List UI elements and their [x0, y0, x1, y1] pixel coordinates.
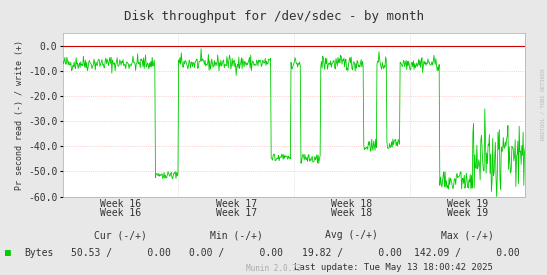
Text: Week 18: Week 18	[331, 208, 373, 218]
Text: 50.53 /      0.00: 50.53 / 0.00	[71, 248, 171, 258]
Text: 0.00 /      0.00: 0.00 / 0.00	[189, 248, 283, 258]
Text: Week 19: Week 19	[447, 208, 488, 218]
Y-axis label: Pr second read (-) / write (+): Pr second read (-) / write (+)	[15, 40, 24, 190]
Text: RRDTOOL / TOBI OETIKER: RRDTOOL / TOBI OETIKER	[541, 69, 546, 140]
Text: Min (-/+): Min (-/+)	[210, 230, 263, 240]
Text: Bytes: Bytes	[25, 248, 54, 258]
Text: Munin 2.0.73: Munin 2.0.73	[246, 264, 301, 273]
Text: Cur (-/+): Cur (-/+)	[94, 230, 147, 240]
Text: 142.09 /      0.00: 142.09 / 0.00	[415, 248, 520, 258]
Text: 19.82 /      0.00: 19.82 / 0.00	[302, 248, 401, 258]
Text: Disk throughput for /dev/sdec - by month: Disk throughput for /dev/sdec - by month	[124, 10, 423, 23]
Text: Last update: Tue May 13 18:00:42 2025: Last update: Tue May 13 18:00:42 2025	[294, 263, 493, 272]
Text: Week 17: Week 17	[216, 208, 257, 218]
Text: ■: ■	[5, 248, 11, 258]
Text: Week 16: Week 16	[100, 208, 141, 218]
Text: Max (-/+): Max (-/+)	[441, 230, 494, 240]
Text: Avg (-/+): Avg (-/+)	[325, 230, 378, 240]
